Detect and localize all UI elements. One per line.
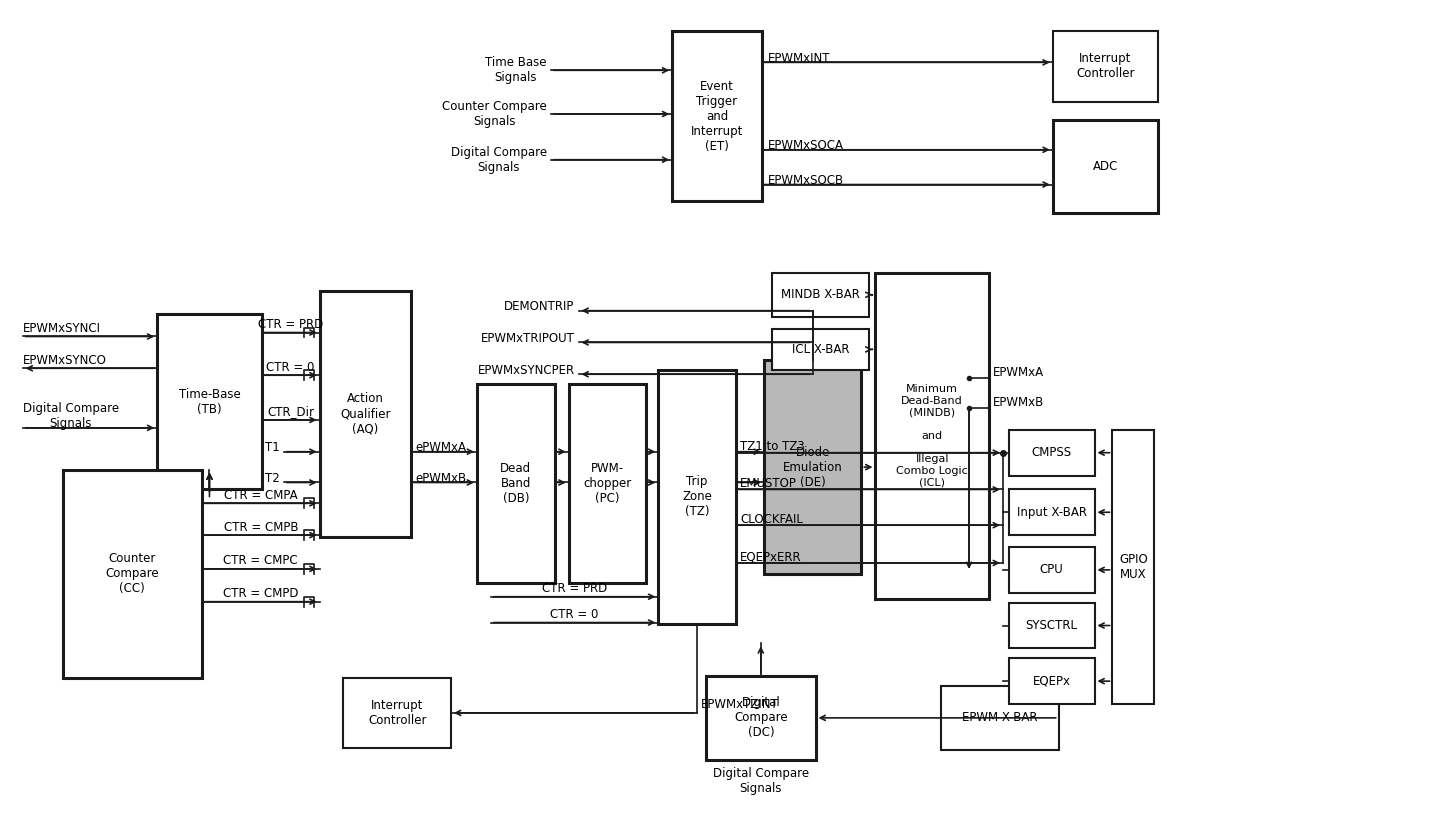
Bar	[478, 384, 555, 583]
Text: Counter Compare
Signals: Counter Compare Signals	[442, 100, 546, 128]
Text: Time Base
Signals: Time Base Signals	[485, 56, 546, 84]
Text: EPWM X-BAR: EPWM X-BAR	[962, 712, 1038, 725]
Text: EPWMxSYNCPER: EPWMxSYNCPER	[478, 364, 575, 377]
Bar	[1053, 120, 1159, 213]
Text: CTR_Dir: CTR_Dir	[267, 406, 314, 419]
Text: EPWMxA: EPWMxA	[992, 366, 1044, 379]
Bar	[706, 676, 816, 760]
Text: Digital Compare
Signals: Digital Compare Signals	[450, 146, 546, 174]
Text: Digital Compare
Signals: Digital Compare Signals	[713, 767, 809, 796]
Text: CTR = CMPC: CTR = CMPC	[224, 554, 298, 567]
Text: TZ1 to TZ3: TZ1 to TZ3	[740, 441, 804, 453]
Text: T2: T2	[265, 472, 280, 485]
Bar	[771, 329, 869, 370]
Text: CTR = 0: CTR = 0	[267, 361, 315, 374]
Text: ADC: ADC	[1093, 160, 1119, 173]
Text: ePWMxA: ePWMxA	[416, 441, 466, 455]
Text: Diode
Emulation
(DE): Diode Emulation (DE)	[783, 446, 843, 489]
Bar	[568, 384, 647, 583]
Text: Interrupt
Controller: Interrupt Controller	[369, 699, 426, 727]
Text: CTR = PRD: CTR = PRD	[258, 318, 323, 331]
Text: EPWMxSYNCO: EPWMxSYNCO	[23, 354, 106, 367]
Text: EPWMxTRIPOUT: EPWMxTRIPOUT	[480, 332, 575, 345]
Bar	[158, 313, 262, 490]
Text: EPWMxTZINT: EPWMxTZINT	[701, 698, 779, 712]
Text: Digital Compare
Signals: Digital Compare Signals	[23, 402, 119, 430]
Bar	[1010, 490, 1094, 535]
Text: DEMONTRIP: DEMONTRIP	[505, 300, 575, 313]
Text: Counter
Compare
(CC): Counter Compare (CC)	[106, 552, 159, 596]
Text: Minimum
Dead-Band
(MINDB)

and

Illegal
Combo Logic
(ICL): Minimum Dead-Band (MINDB) and Illegal Co…	[896, 384, 968, 487]
Bar	[764, 361, 862, 574]
Bar	[1010, 547, 1094, 592]
Text: Dead
Band
(DB): Dead Band (DB)	[500, 462, 532, 505]
Text: CTR = CMPA: CTR = CMPA	[224, 489, 298, 502]
Text: Time-Base
(TB): Time-Base (TB)	[179, 388, 241, 415]
Bar	[1010, 659, 1094, 704]
Text: EMUSTOP: EMUSTOP	[740, 477, 797, 490]
Text: Digital
Compare
(DC): Digital Compare (DC)	[734, 696, 787, 739]
Text: Interrupt
Controller: Interrupt Controller	[1077, 52, 1134, 80]
Text: MINDB X-BAR: MINDB X-BAR	[782, 288, 860, 301]
Text: Input X-BAR: Input X-BAR	[1017, 506, 1087, 519]
Text: EPWMxINT: EPWMxINT	[767, 52, 830, 65]
Bar	[320, 290, 412, 537]
Bar	[1113, 430, 1154, 704]
Bar	[63, 469, 202, 678]
Text: ICL X-BAR: ICL X-BAR	[792, 343, 849, 356]
Bar	[673, 30, 761, 202]
Bar	[941, 686, 1058, 750]
Text: EQEPx: EQEPx	[1032, 675, 1071, 688]
Text: CTR = PRD: CTR = PRD	[542, 583, 607, 595]
Bar	[1053, 30, 1159, 102]
Bar	[658, 370, 736, 623]
Bar	[344, 678, 452, 747]
Text: CTR = CMPB: CTR = CMPB	[224, 521, 298, 534]
Text: T1: T1	[265, 441, 280, 455]
Text: PWM-
chopper
(PC): PWM- chopper (PC)	[584, 462, 631, 505]
Bar	[1010, 430, 1094, 476]
Text: CTR = 0: CTR = 0	[551, 608, 599, 621]
Text: EPWMxB: EPWMxB	[992, 396, 1044, 409]
Text: EQEPxERR: EQEPxERR	[740, 551, 802, 564]
Text: Trip
Zone
(TZ): Trip Zone (TZ)	[683, 476, 713, 518]
Bar	[875, 273, 989, 599]
Text: SYSCTRL: SYSCTRL	[1025, 619, 1078, 632]
Text: EPWMxSYNCI: EPWMxSYNCI	[23, 322, 100, 335]
Bar	[771, 273, 869, 317]
Bar	[1010, 603, 1094, 649]
Text: GPIO
MUX: GPIO MUX	[1119, 553, 1147, 581]
Text: EPWMxSOCB: EPWMxSOCB	[767, 174, 845, 187]
Text: Action
Qualifier
(AQ): Action Qualifier (AQ)	[340, 392, 390, 436]
Text: CLOCKFAIL: CLOCKFAIL	[740, 512, 803, 526]
Text: ePWMxB: ePWMxB	[416, 472, 466, 485]
Text: CTR = CMPD: CTR = CMPD	[224, 588, 298, 601]
Text: Event
Trigger
and
Interrupt
(ET): Event Trigger and Interrupt (ET)	[691, 79, 743, 153]
Text: EPWMxSOCA: EPWMxSOCA	[767, 140, 843, 153]
Text: CMPSS: CMPSS	[1031, 446, 1071, 459]
Text: CPU: CPU	[1040, 563, 1064, 576]
